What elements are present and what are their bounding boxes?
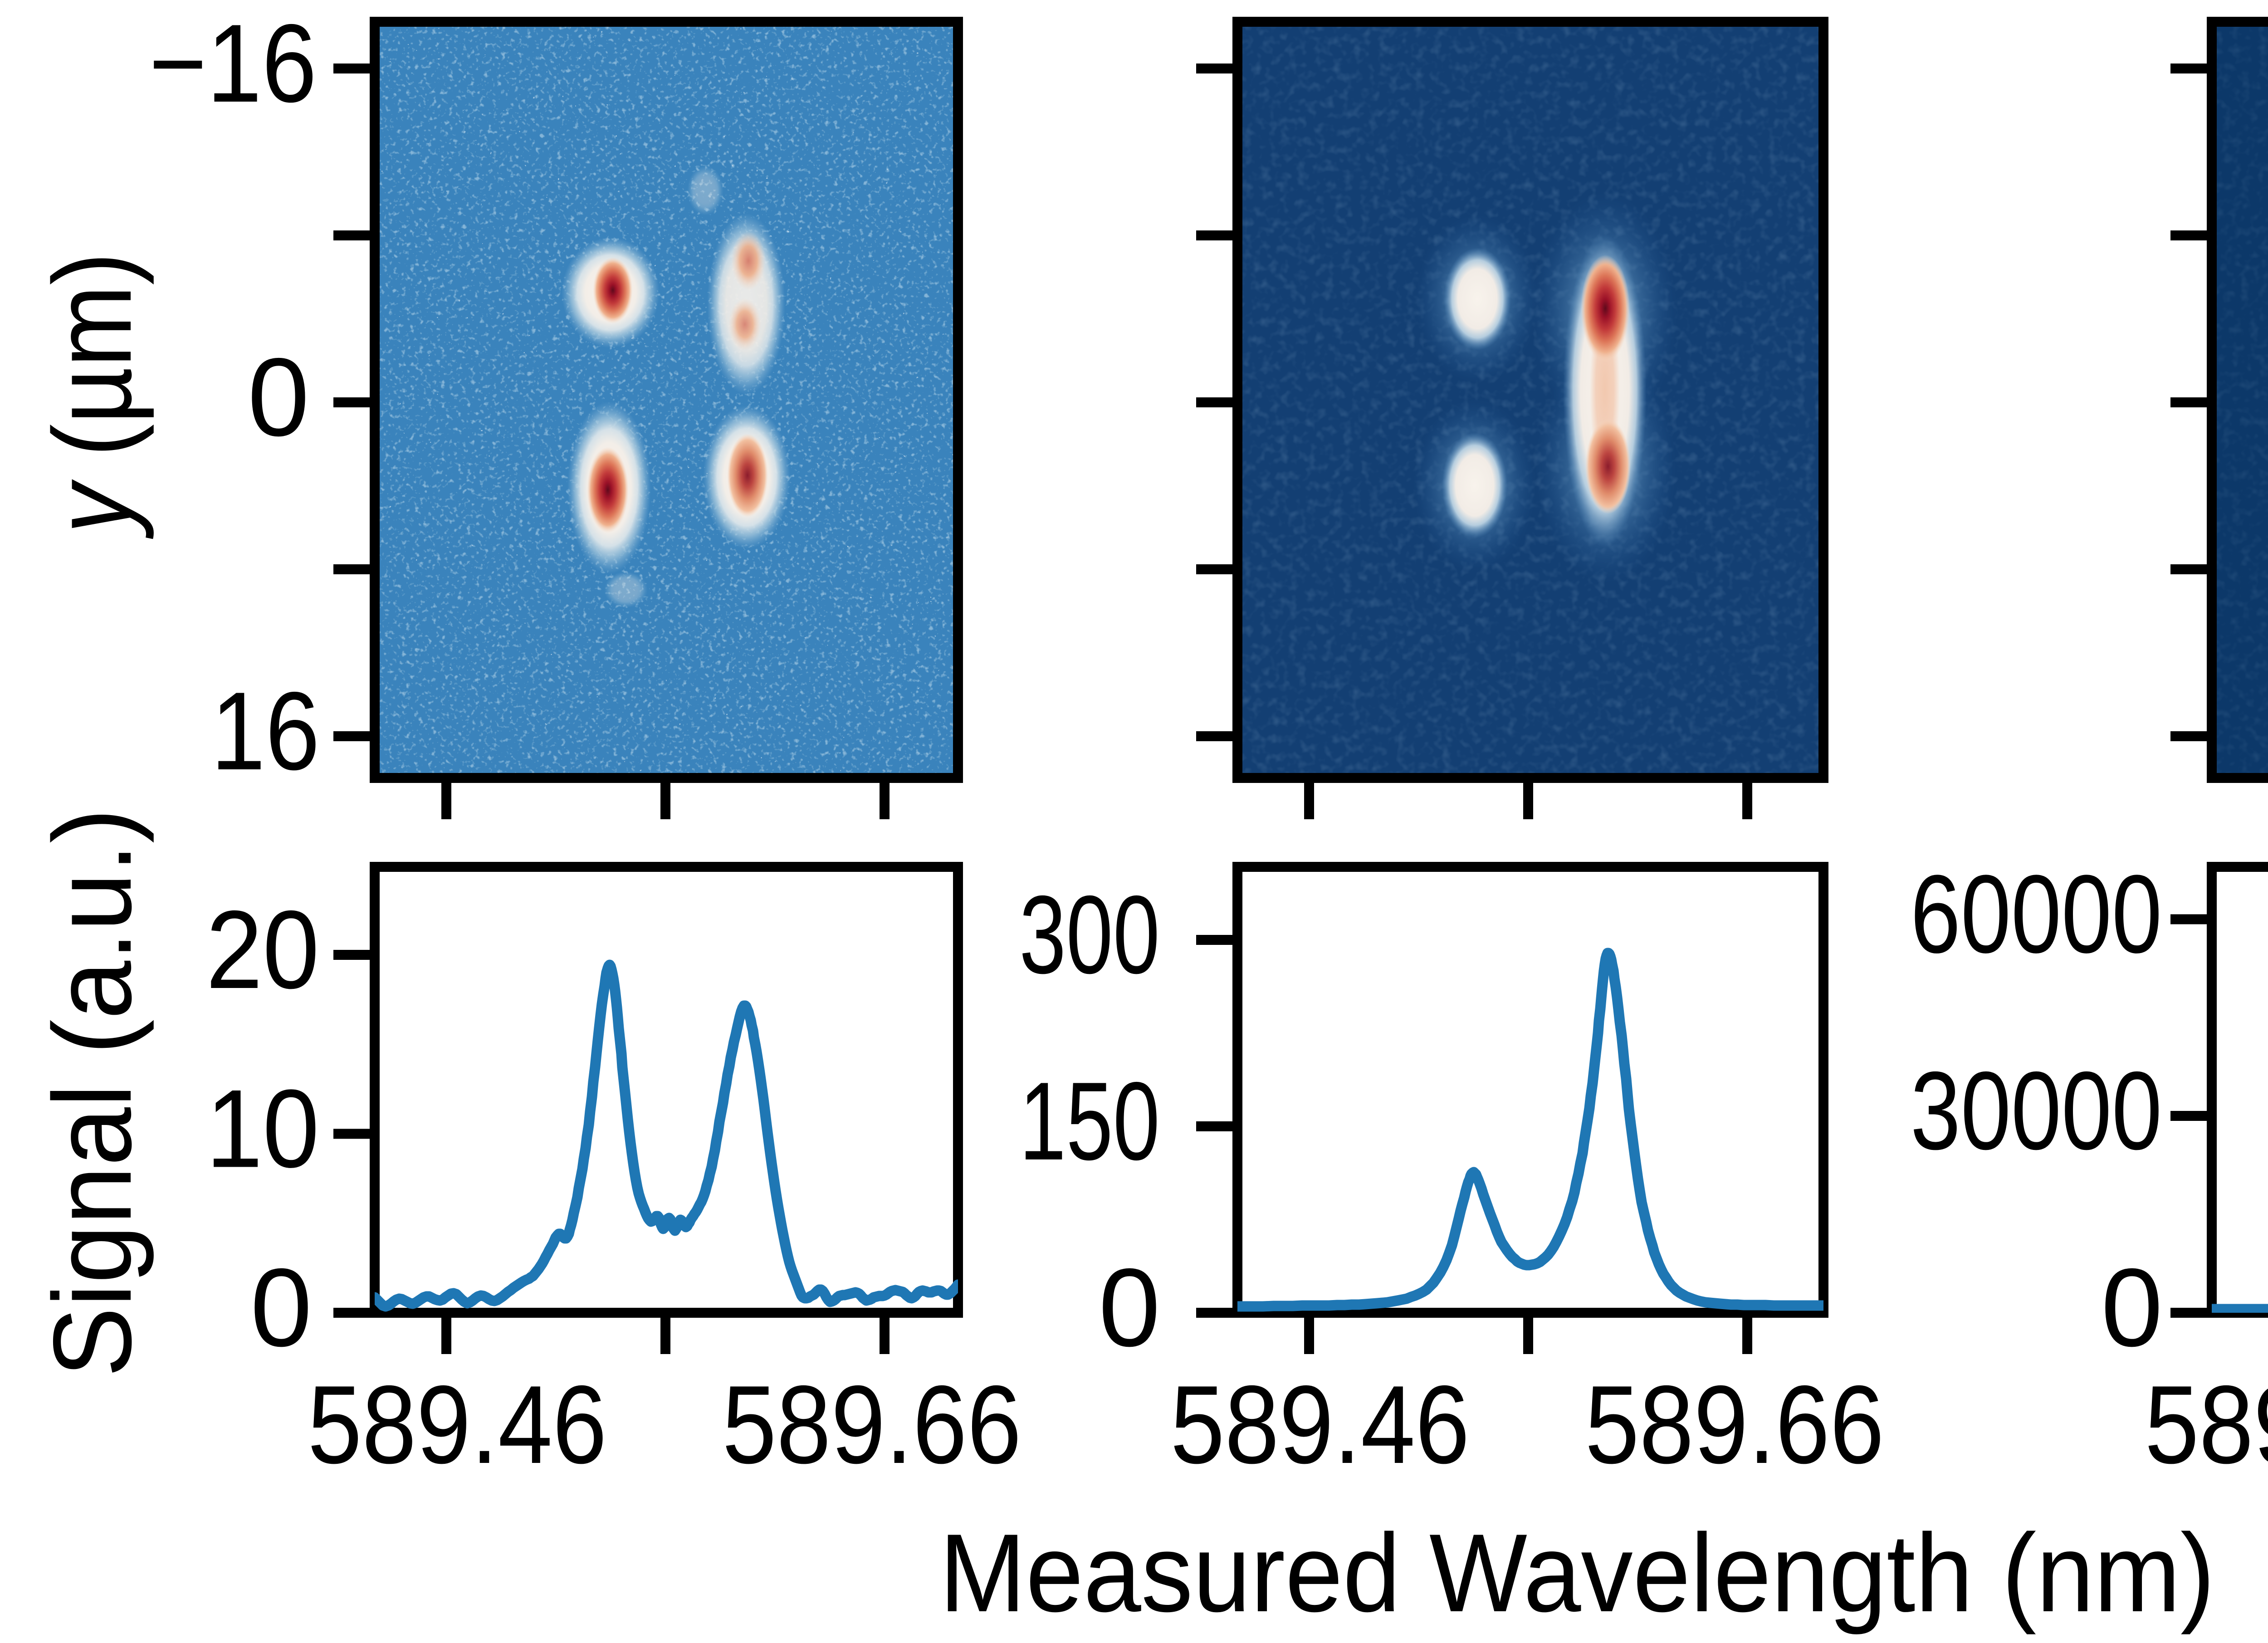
svg-text:589.46: 589.46: [2145, 1362, 2268, 1487]
svg-text:−16: −16: [149, 1, 317, 125]
svg-text:y (µm): y (µm): [30, 252, 154, 539]
svg-text:20: 20: [206, 887, 319, 1012]
svg-text:Measured Wavelength (nm): Measured Wavelength (nm): [939, 1511, 2215, 1635]
svg-text:589.46: 589.46: [1170, 1362, 1470, 1487]
svg-text:0: 0: [1099, 1245, 1160, 1369]
svg-text:0: 0: [2101, 1245, 2163, 1369]
svg-text:Signal (a.u.): Signal (a.u.): [30, 808, 154, 1378]
svg-text:589.66: 589.66: [1585, 1362, 1884, 1487]
svg-text:150: 150: [1019, 1059, 1160, 1183]
svg-text:16: 16: [211, 669, 320, 793]
svg-text:10: 10: [206, 1066, 319, 1191]
svg-text:30000: 30000: [1911, 1048, 2162, 1173]
svg-text:589.46: 589.46: [308, 1362, 607, 1487]
svg-text:0: 0: [250, 1245, 312, 1369]
svg-text:0: 0: [248, 335, 309, 459]
svg-text:589.66: 589.66: [722, 1362, 1022, 1487]
svg-text:300: 300: [1019, 872, 1160, 997]
svg-text:60000: 60000: [1911, 852, 2162, 976]
